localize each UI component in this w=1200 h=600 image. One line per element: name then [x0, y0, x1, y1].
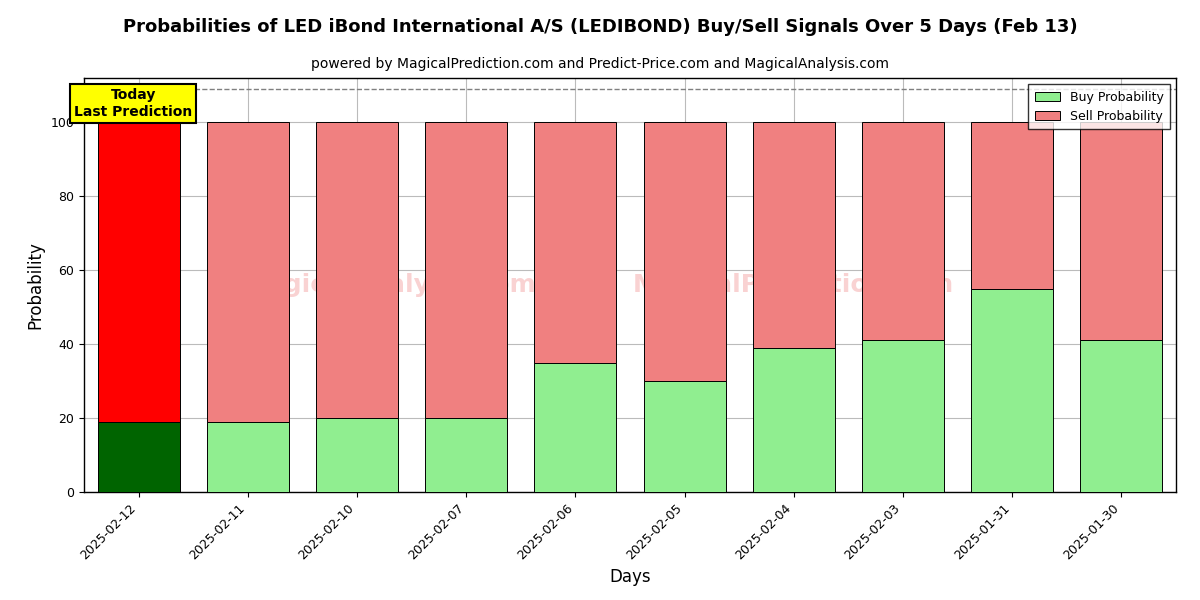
Y-axis label: Probability: Probability: [26, 241, 44, 329]
Bar: [425, 418, 508, 492]
Bar: [534, 122, 617, 362]
Text: MagicalAnalysis.com: MagicalAnalysis.com: [242, 273, 536, 297]
Bar: [425, 122, 508, 418]
Bar: [643, 381, 726, 492]
Bar: [862, 340, 944, 492]
Legend: Buy Probability, Sell Probability: Buy Probability, Sell Probability: [1028, 84, 1170, 129]
Bar: [643, 122, 726, 381]
Text: MagicalPrediction.com: MagicalPrediction.com: [634, 273, 954, 297]
X-axis label: Days: Days: [610, 568, 650, 586]
Bar: [1080, 340, 1163, 492]
Text: powered by MagicalPrediction.com and Predict-Price.com and MagicalAnalysis.com: powered by MagicalPrediction.com and Pre…: [311, 57, 889, 71]
Bar: [206, 122, 289, 422]
Bar: [1080, 122, 1163, 340]
Bar: [862, 122, 944, 340]
Bar: [97, 122, 180, 422]
Bar: [971, 122, 1054, 289]
Bar: [206, 422, 289, 492]
Text: Probabilities of LED iBond International A/S (LEDIBOND) Buy/Sell Signals Over 5 : Probabilities of LED iBond International…: [122, 18, 1078, 36]
Text: Today
Last Prediction: Today Last Prediction: [74, 88, 192, 119]
Bar: [752, 348, 835, 492]
Bar: [97, 422, 180, 492]
Bar: [534, 362, 617, 492]
Bar: [316, 418, 398, 492]
Bar: [316, 122, 398, 418]
Bar: [752, 122, 835, 348]
Bar: [971, 289, 1054, 492]
